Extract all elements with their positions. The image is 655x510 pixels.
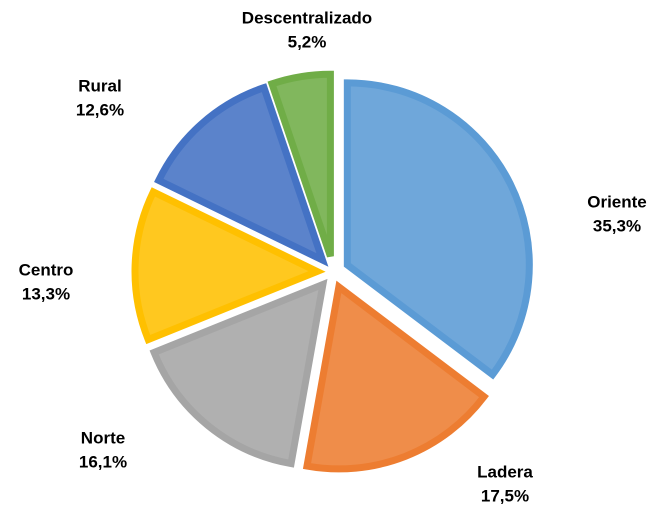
slice-label: Descentralizado: [242, 8, 372, 27]
pie-slice: [154, 83, 329, 267]
slice-label: Centro: [19, 260, 74, 279]
slice-label: Ladera: [477, 462, 533, 481]
slice-label: Norte: [81, 428, 125, 447]
pie-slice: [302, 280, 489, 473]
slice-value-label: 5,2%: [288, 32, 327, 51]
pie-slice: [149, 278, 328, 468]
slice-value-label: 35,3%: [593, 216, 641, 235]
slice-label: Rural: [78, 76, 121, 95]
pie-slice: [343, 79, 533, 380]
slice-value-label: 16,1%: [79, 452, 127, 471]
slice-label: Oriente: [587, 192, 647, 211]
slice-value-label: 13,3%: [22, 284, 70, 303]
pie-slice: [267, 70, 334, 258]
slice-value-label: 17,5%: [481, 486, 529, 505]
pie-slice: [131, 187, 326, 345]
slice-value-label: 12,6%: [76, 100, 124, 119]
